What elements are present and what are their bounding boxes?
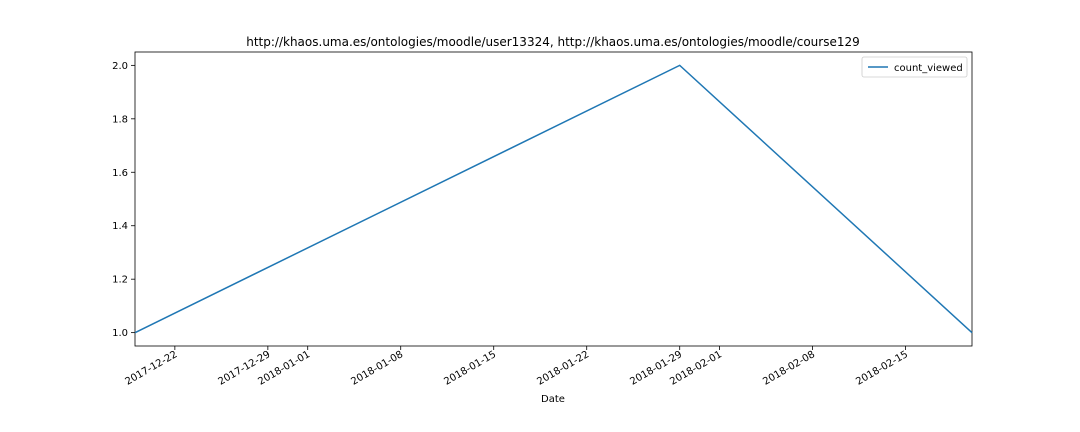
x-tick-label: 2018-01-22 xyxy=(535,349,591,388)
y-tick-label: 1.0 xyxy=(112,328,128,339)
y-tick-label: 1.8 xyxy=(112,114,128,125)
x-tick-label: 2017-12-22 xyxy=(124,349,180,388)
y-tick-label: 1.2 xyxy=(112,275,128,286)
legend: count_viewed xyxy=(861,56,968,78)
x-axis-label: Date xyxy=(541,394,565,405)
plot-area-frame xyxy=(134,51,973,347)
y-tick-label: 2.0 xyxy=(112,61,128,72)
series-layer xyxy=(134,64,973,334)
y-axis: 1.0 1.2 1.4 1.6 1.8 2.0 xyxy=(112,61,135,339)
series-line-count_viewed xyxy=(134,64,973,334)
x-tick-label: 2018-02-15 xyxy=(854,349,910,388)
legend-box xyxy=(861,56,968,78)
x-tick-label: 2018-01-08 xyxy=(349,349,405,388)
x-tick-label: 2018-01-15 xyxy=(442,349,498,388)
y-tick-label: 1.6 xyxy=(112,168,128,179)
chart-title: http://khaos.uma.es/ontologies/moodle/us… xyxy=(246,35,860,49)
y-tick-label: 1.4 xyxy=(112,221,128,232)
legend-label: count_viewed xyxy=(894,63,963,74)
x-tick-label: 2018-02-08 xyxy=(761,349,817,388)
